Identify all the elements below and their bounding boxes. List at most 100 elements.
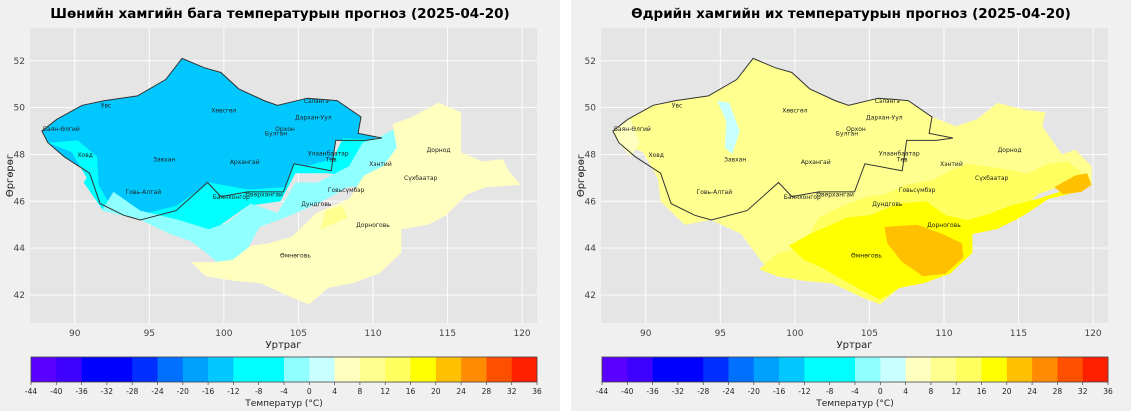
colorbar-segment <box>132 357 158 382</box>
country-border <box>612 57 953 221</box>
province-label: Завхан <box>724 156 746 163</box>
y-axis-label: Өргөрөг <box>576 154 587 197</box>
colorbar-tick-label: 12 <box>380 387 390 396</box>
y-tick-label: 42 <box>585 291 596 301</box>
x-tick-label: 120 <box>513 329 530 339</box>
colorbar-tick-label: -44 <box>25 387 37 396</box>
colorbar-tick-label: -20 <box>748 387 760 396</box>
colorbar-tick-label: -28 <box>697 387 709 396</box>
province-label: Увс <box>101 103 112 110</box>
y-tick-label: 44 <box>585 244 597 254</box>
province-label: Говьсүмбэр <box>328 187 365 194</box>
temperature-region <box>41 58 382 221</box>
colorbar-tick-label: 20 <box>1002 387 1012 396</box>
province-label: Увс <box>672 103 683 110</box>
colorbar-segment <box>779 357 805 382</box>
province-label: Дархан-Уул <box>295 114 332 121</box>
colorbar-segment <box>233 357 259 382</box>
x-tick-label: 105 <box>861 329 878 339</box>
colorbar-tick-label: -32 <box>101 387 113 396</box>
colorbar-tick-label: 36 <box>1103 387 1113 396</box>
temperature-region <box>1054 173 1092 195</box>
province-label: Хэнтий <box>369 161 392 168</box>
colorbar-segment <box>829 357 856 382</box>
colorbar-tick-label: -28 <box>126 387 138 396</box>
temperature-region <box>884 224 964 277</box>
y-tick-label: 50 <box>585 104 597 114</box>
colorbar-tick-label: -24 <box>151 387 163 396</box>
province-label: Сэлэнгэ <box>304 98 329 105</box>
y-tick-label: 52 <box>585 57 596 67</box>
colorbar-segment <box>385 357 411 382</box>
colorbar-segment <box>880 357 906 382</box>
colorbar-label: Температур (°C) <box>244 399 322 409</box>
x-tick-label: 95 <box>144 329 155 339</box>
colorbar-segment <box>284 357 310 382</box>
colorbar-tick-label: 4 <box>332 387 337 396</box>
province-label: Ховд <box>648 152 663 159</box>
province-label: Өмнөговь <box>280 252 311 259</box>
x-tick-label: 90 <box>640 329 652 339</box>
max-temp-map-panel: Өдрийн хамгийн их температурын прогноз (… <box>571 0 1131 411</box>
province-label: Дундговь <box>301 201 332 208</box>
province-label: Өвөрхангай <box>245 192 283 199</box>
colorbar-tick-label: 36 <box>532 387 542 396</box>
y-axis-label: Өргөрөг <box>5 154 16 197</box>
colorbar-tick-label: 24 <box>1027 387 1037 396</box>
colorbar-segment <box>1082 357 1109 382</box>
y-tick-label: 48 <box>14 150 26 160</box>
province-label: Булган <box>836 131 858 138</box>
colorbar-tick-label: -4 <box>280 387 288 396</box>
colorbar-segment <box>410 357 437 382</box>
colorbar-tick-label: 20 <box>431 387 441 396</box>
colorbar-tick-label: -12 <box>798 387 810 396</box>
colorbar-segment <box>511 357 538 382</box>
colorbar-tick-label: 0 <box>878 387 883 396</box>
province-label: Өвөрхангай <box>816 192 854 199</box>
x-tick-label: 90 <box>69 329 81 339</box>
y-tick-label: 48 <box>585 150 597 160</box>
x-tick-label: 100 <box>215 329 232 339</box>
colorbar-tick-label: -44 <box>596 387 608 396</box>
colorbar-segment <box>753 357 780 382</box>
colorbar-segment <box>804 357 830 382</box>
province-label: Баянхонгор <box>213 194 250 201</box>
x-axis-label: Уртраг <box>837 340 873 351</box>
temperature-region <box>717 100 740 155</box>
x-tick-label: 115 <box>1010 329 1027 339</box>
colorbar-tick-label: 16 <box>406 387 416 396</box>
max-temp-map-svg: 90 95 100 105 110 115 120424446485052УртрагӨрг… <box>576 28 1113 409</box>
province-label: Хэнтий <box>940 161 963 168</box>
y-tick-label: 46 <box>585 197 597 207</box>
y-tick-label: 52 <box>14 57 25 67</box>
map-title: Шөнийн хамгийн бага температурын прогноз… <box>50 6 510 22</box>
x-tick-label: 95 <box>715 329 726 339</box>
colorbar-segment <box>258 357 285 382</box>
colorbar-segment <box>309 357 335 382</box>
colorbar-tick-label: 8 <box>358 387 363 396</box>
colorbar-tick-label: -8 <box>826 387 834 396</box>
colorbar-tick-label: -8 <box>255 387 263 396</box>
colorbar-tick-label: -40 <box>50 387 62 396</box>
province-label: Улаанбаатар <box>308 151 349 158</box>
y-tick-label: 44 <box>14 244 26 254</box>
temperature-region <box>320 205 348 230</box>
province-label: Баян-Өлгий <box>614 126 651 133</box>
x-tick-label: 105 <box>290 329 307 339</box>
province-label: Улаанбаатар <box>879 151 920 158</box>
province-label: Говьсүмбэр <box>899 187 936 194</box>
colorbar-tick-label: -4 <box>851 387 859 396</box>
map-title: Өдрийн хамгийн их температурын прогноз (… <box>631 6 1071 22</box>
colorbar-tick-label: -12 <box>227 387 239 396</box>
colorbar-segment <box>728 357 755 382</box>
province-label: Завхан <box>153 156 175 163</box>
temperature-region <box>101 126 411 270</box>
colorbar-segment <box>981 357 1008 382</box>
colorbar-tick-label: -16 <box>202 387 214 396</box>
x-tick-label: 110 <box>364 329 381 339</box>
province-label: Дорноговь <box>927 222 961 229</box>
province-label: Сэлэнгэ <box>875 98 900 105</box>
province-label: Булган <box>265 131 287 138</box>
colorbar-tick-label: -40 <box>621 387 633 396</box>
colorbar-segment <box>182 357 209 382</box>
